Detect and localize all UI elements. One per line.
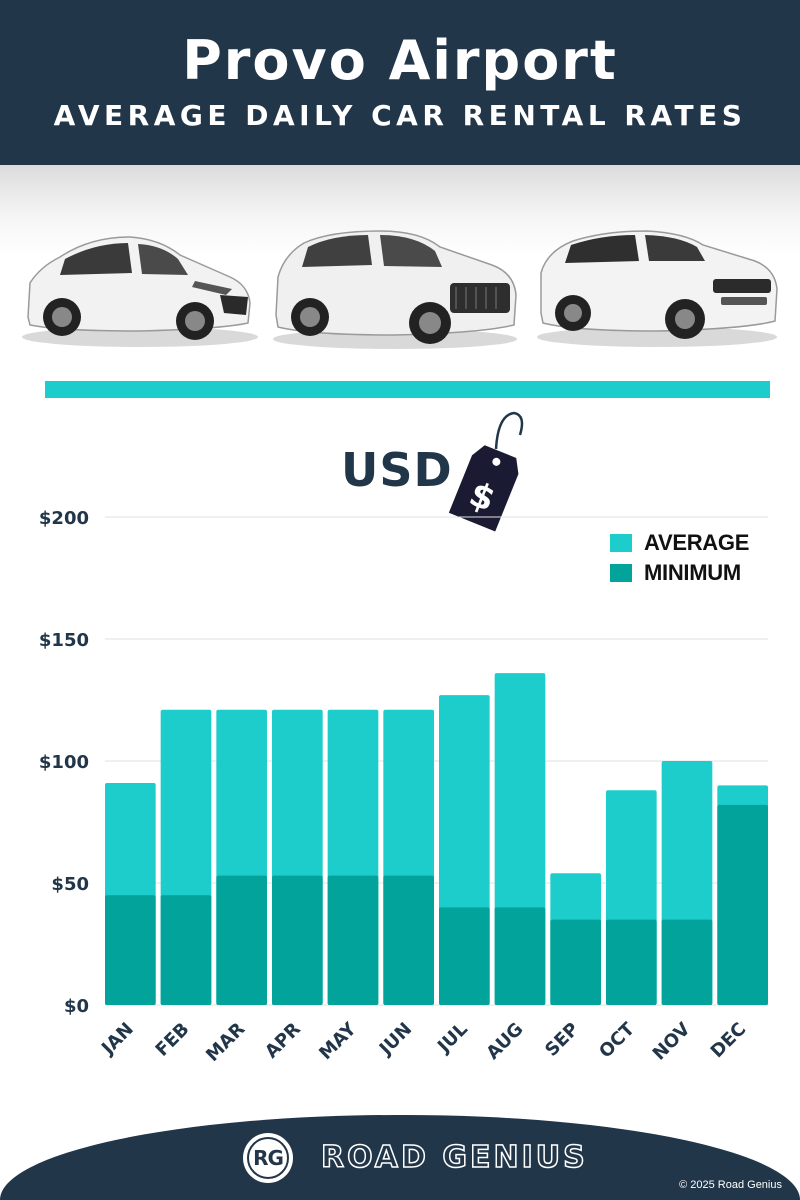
x-tick-label: MAY (315, 1018, 361, 1064)
x-tick-label: AUG (482, 1019, 527, 1064)
bar-minimum-jun (383, 875, 434, 1005)
bar-minimum-feb (160, 895, 212, 1005)
x-tick-label: JUN (374, 1019, 416, 1061)
x-tick-label: APR (261, 1019, 305, 1063)
chart-legend: AVERAGE MINIMUM (610, 528, 749, 588)
bar-minimum-jul (439, 907, 490, 1005)
x-tick-label: JAN (96, 1019, 138, 1061)
y-tick-label: $50 (51, 874, 89, 895)
bar-minimum-oct (606, 919, 657, 1005)
x-tick-label: SEP (541, 1019, 583, 1061)
bar-minimum-apr (272, 875, 323, 1005)
legend-label-minimum: MINIMUM (644, 560, 741, 585)
legend-swatch-minimum (610, 564, 632, 582)
rental-rate-chart: $0 $50 $100 $150 $200 JAN FEB MAR APR MAY JUN JUL A… (39, 508, 768, 1066)
page-subtitle: AVERAGE DAILY CAR RENTAL RATES (53, 99, 747, 132)
bar-minimum-mar (216, 875, 267, 1005)
bar-minimum-sep (550, 919, 601, 1005)
page-title: Provo Airport (182, 29, 618, 92)
brand-name: ROAD GENIUS (320, 1139, 588, 1176)
bar-minimum-dec (717, 804, 768, 1005)
suv-car-icon (273, 230, 517, 349)
bar-minimum-jan (105, 895, 156, 1005)
bar-minimum-nov (661, 919, 713, 1005)
y-tick-label: $0 (64, 996, 89, 1017)
price-tag-icon: $ (448, 411, 524, 532)
logo-monogram: RG (247, 1137, 289, 1179)
legend-item-minimum: MINIMUM (610, 558, 749, 588)
x-tick-label: NOV (649, 1019, 695, 1065)
section-divider (45, 381, 770, 398)
currency-label: USD (341, 443, 453, 497)
legend-swatch-average (610, 534, 632, 552)
y-tick-label: $200 (39, 508, 89, 529)
legend-label-average: AVERAGE (644, 530, 750, 555)
y-tick-label: $100 (39, 752, 89, 773)
x-tick-label: FEB (152, 1019, 194, 1061)
luxury-suv-car-icon (537, 230, 778, 347)
legend-item-average: AVERAGE (610, 528, 749, 558)
x-tick-label: JUL (432, 1019, 471, 1058)
hatchback-car-icon (22, 236, 258, 347)
x-tick-label: DEC (707, 1019, 750, 1062)
header-banner: Provo Airport AVERAGE DAILY CAR RENTAL R… (0, 0, 800, 165)
y-tick-label: $150 (39, 630, 89, 651)
x-tick-label: OCT (595, 1018, 639, 1062)
copyright-text: © 2025 Road Genius (679, 1179, 782, 1191)
road-genius-logo: RG (243, 1133, 293, 1183)
x-tick-label: MAR (202, 1019, 249, 1066)
bar-minimum-may (327, 875, 379, 1005)
bar-minimum-aug (494, 907, 546, 1005)
